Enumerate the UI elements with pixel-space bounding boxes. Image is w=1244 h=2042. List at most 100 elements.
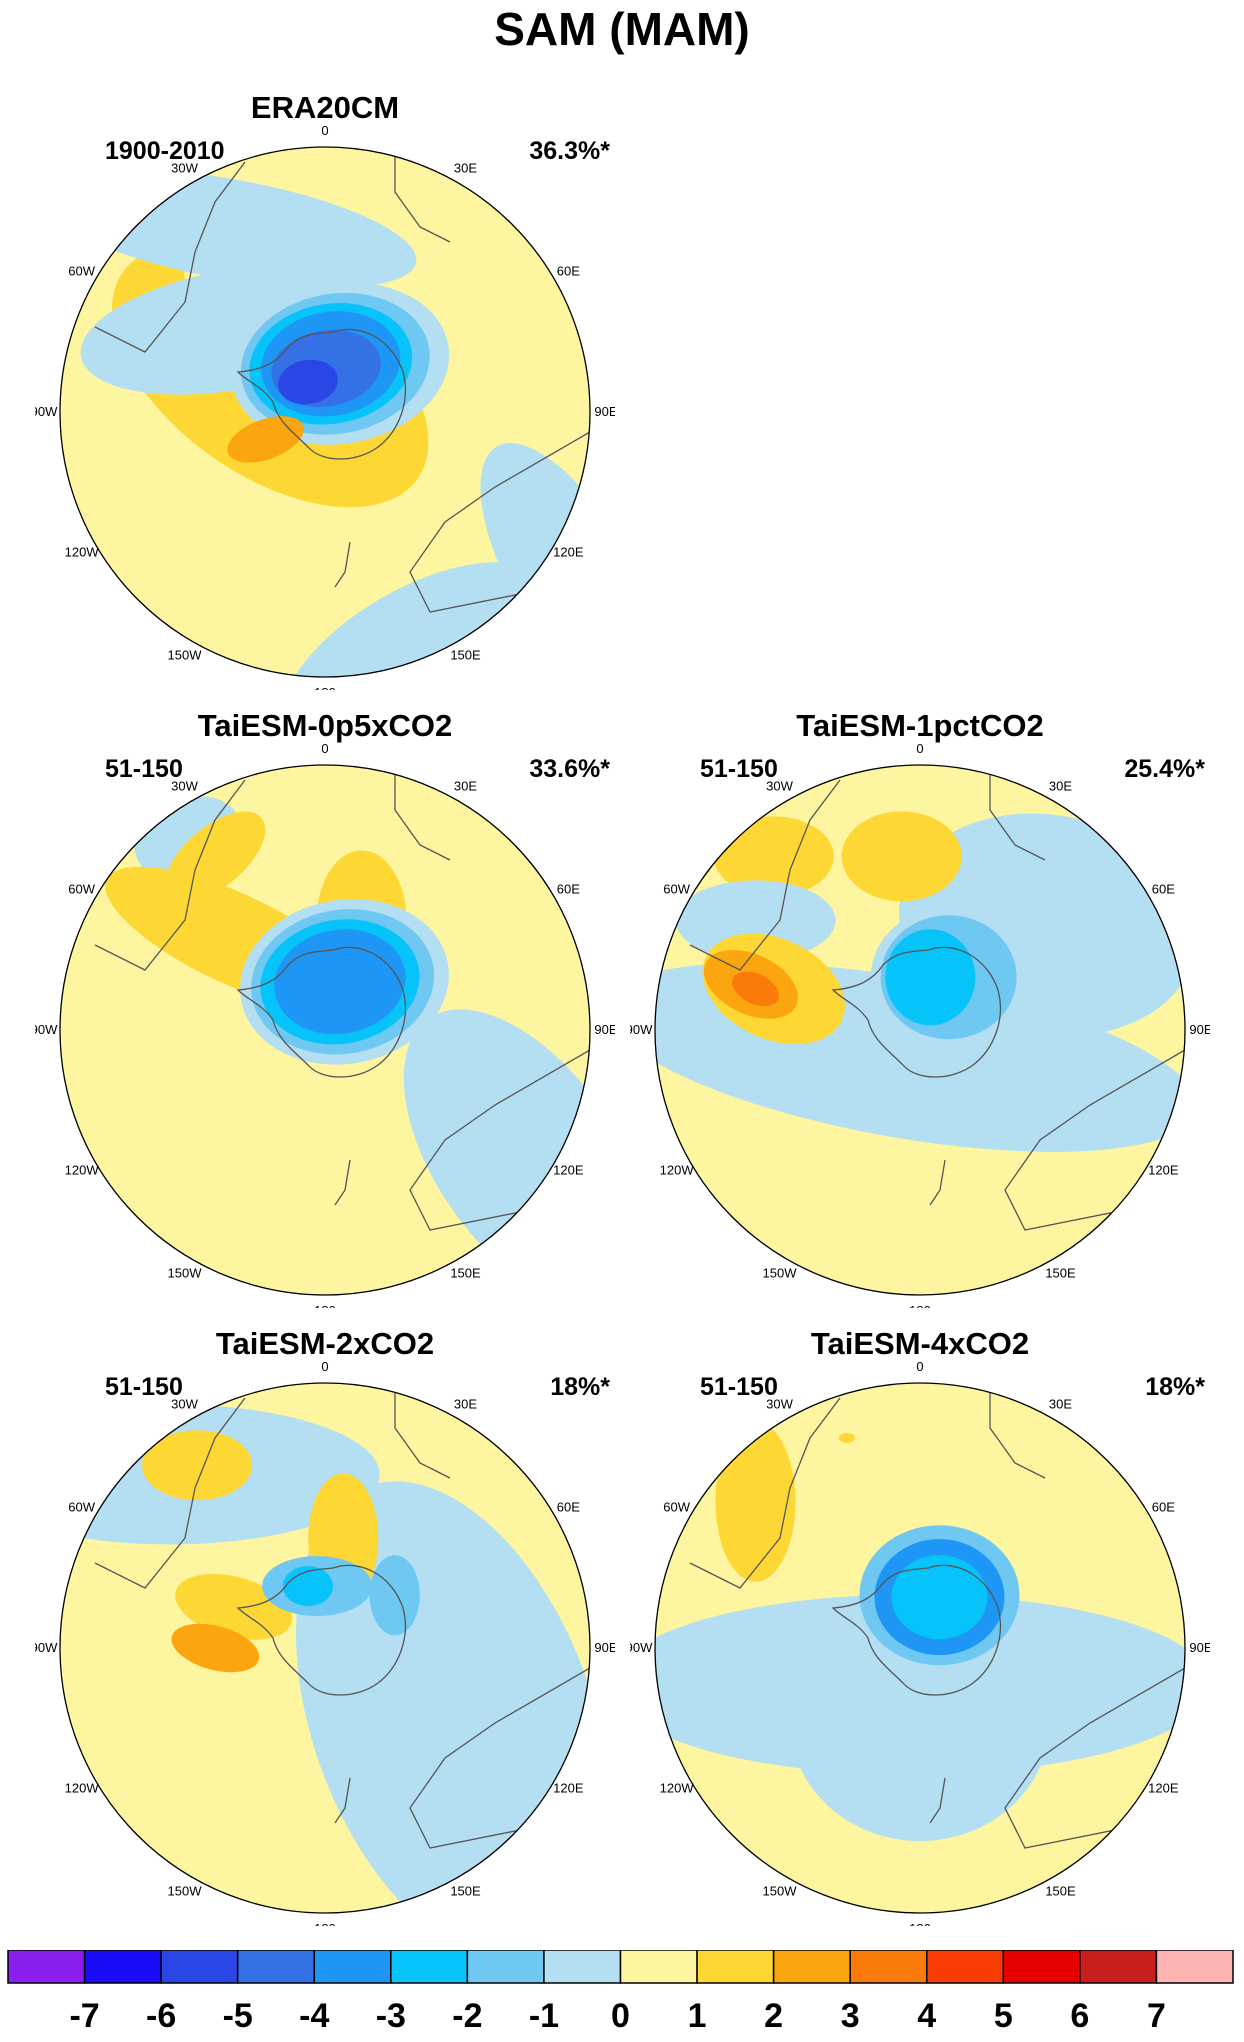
variance-label: 36.3%* [529, 137, 610, 165]
colorbar-swatch [1155, 1950, 1234, 1984]
colorbar-swatch [619, 1950, 698, 1984]
map-outline [654, 764, 1186, 1296]
variance-label: 18%* [550, 1373, 610, 1401]
south-america-coast [689, 779, 841, 971]
contour-field [655, 1383, 1185, 1913]
new-zealand-coast [929, 1159, 946, 1206]
colorbar-tick: -3 [376, 1997, 406, 2035]
longitude-label: 150W [168, 1265, 203, 1280]
anomaly-region [841, 811, 962, 902]
south-america-coast [94, 161, 246, 353]
longitude-label: 0 [321, 123, 328, 138]
longitude-label: 90W [35, 1022, 58, 1037]
africa-coast [989, 765, 1046, 861]
anomaly-region [675, 880, 836, 961]
longitude-label: 60E [557, 882, 580, 897]
longitude-label: 150E [450, 1883, 481, 1898]
anomaly-core [885, 929, 976, 1026]
longitude-label: 90W [35, 1640, 58, 1655]
colorbar-swatch [236, 1950, 315, 1984]
new-zealand-coast [929, 1777, 946, 1824]
coastlines [689, 1383, 1185, 1849]
colorbar-swatch [926, 1950, 1005, 1984]
longitude-label: 120W [660, 1163, 695, 1178]
colorbar-tick: 7 [1147, 1997, 1166, 2035]
longitude-label: 150W [763, 1265, 798, 1280]
colorbar-tick: -4 [299, 1997, 329, 2035]
longitude-label: 150E [1045, 1883, 1076, 1898]
polar-map: 0 30E 60E 90E 120E 150E 180 150W 120W 90W 60W 30W [35, 1359, 615, 1926]
longitude-label: 60W [663, 1500, 690, 1515]
longitude-label: 150W [168, 647, 203, 662]
colorbar-swatch [849, 1950, 928, 1984]
colorbar-tick: -6 [146, 1997, 176, 2035]
anomaly-region [838, 1432, 855, 1443]
new-zealand-coast [334, 541, 351, 588]
anomaly-region [142, 1430, 253, 1501]
south-america-coast [689, 1397, 841, 1589]
africa-coast [394, 765, 451, 861]
africa-coast [989, 1383, 1046, 1479]
longitude-label: 150E [450, 647, 481, 662]
period-label: 51-150 [700, 1373, 778, 1401]
longitude-label: 60W [68, 882, 95, 897]
colorbar-tick: 6 [1070, 1997, 1089, 2035]
longitude-label: 180 [314, 1303, 336, 1308]
africa-coast [394, 1383, 451, 1479]
figure-title: SAM (MAM) [494, 3, 750, 55]
new-zealand-coast [334, 1159, 351, 1206]
colorbar-swatch [390, 1950, 469, 1984]
colorbar-swatch [1079, 1950, 1158, 1984]
anomaly-core [274, 929, 406, 1035]
anomaly-core [891, 1555, 988, 1640]
longitude-label: 60E [1152, 882, 1175, 897]
longitude-label: 30W [171, 779, 198, 794]
colorbar-tick: 1 [688, 1997, 707, 2035]
colorbar-swatch [83, 1950, 162, 1984]
variance-label: 33.6%* [529, 755, 610, 783]
map-outline [59, 146, 591, 678]
anomaly-core [282, 1566, 333, 1607]
australia-coast [409, 1667, 590, 1849]
longitude-label: 150E [450, 1265, 481, 1280]
coastlines [94, 1383, 590, 1849]
antarctica-coast [831, 1564, 1002, 1696]
australia-coast [1004, 1667, 1185, 1849]
colorbar-tick: 3 [841, 1997, 860, 2035]
longitude-label: 180 [314, 685, 336, 690]
anomaly-core [369, 1555, 420, 1636]
longitude-label: 0 [321, 741, 328, 756]
longitude-label: 90E [594, 1640, 615, 1655]
period-label: 51-150 [105, 1373, 183, 1401]
anomaly-region [790, 1601, 1050, 1842]
longitude-label: 120W [660, 1781, 695, 1796]
coastlines [689, 765, 1185, 1231]
longitude-label: 90W [630, 1022, 653, 1037]
longitude-label: 0 [916, 1359, 923, 1374]
longitude-label: 180 [909, 1921, 931, 1926]
map-outline [59, 764, 591, 1296]
longitude-label: 120W [65, 1163, 100, 1178]
antarctica-coast [236, 1564, 407, 1696]
anomaly-core [278, 359, 338, 405]
longitude-label: 30E [1049, 1397, 1072, 1412]
contour-field [60, 1383, 590, 1913]
colorbar-swatch [160, 1950, 239, 1984]
panel-title: TaiESM-4xCO2 [810, 1326, 1030, 1361]
panel-taiesm-4xco2: TaiESM-4xCO2 51-150 18%* 0 30E 60E 90E 120E 1… [630, 1326, 1210, 1926]
map-outline [59, 1382, 591, 1914]
coastlines [94, 765, 590, 1231]
colorbar-tick: 0 [611, 1997, 630, 2035]
panel-title: TaiESM-2xCO2 [215, 1326, 435, 1361]
longitude-label: 120E [1148, 1781, 1179, 1796]
australia-coast [409, 431, 590, 613]
period-label: 51-150 [105, 755, 183, 783]
longitude-label: 30W [766, 1397, 793, 1412]
new-zealand-coast [334, 1777, 351, 1824]
longitude-label: 30W [171, 161, 198, 176]
variance-label: 25.4%* [1124, 755, 1205, 783]
longitude-label: 0 [916, 741, 923, 756]
panel-taiesm-0p5xco2: TaiESM-0p5xCO2 51-150 33.6%* 0 30E 60E 90E 1… [35, 708, 615, 1308]
longitude-label: 120E [553, 1781, 584, 1796]
longitude-label: 90E [1189, 1640, 1210, 1655]
